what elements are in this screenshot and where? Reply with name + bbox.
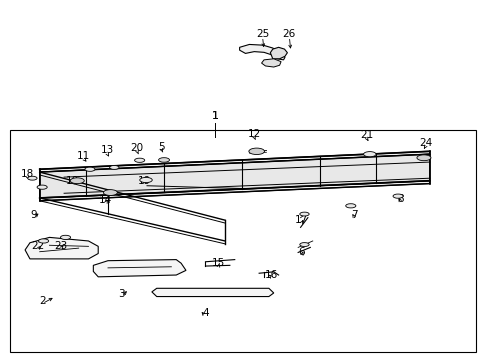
Bar [10, 130, 475, 352]
Text: 19: 19 [138, 176, 151, 186]
Polygon shape [239, 44, 285, 60]
Text: 11: 11 [77, 150, 90, 161]
Ellipse shape [299, 212, 308, 216]
Ellipse shape [103, 190, 117, 195]
Ellipse shape [158, 158, 169, 162]
Text: 7: 7 [351, 210, 357, 220]
Polygon shape [93, 260, 185, 277]
Text: 17: 17 [294, 215, 307, 225]
Polygon shape [270, 47, 287, 59]
Ellipse shape [39, 239, 49, 243]
Ellipse shape [134, 158, 144, 162]
Ellipse shape [37, 185, 47, 189]
Text: 5: 5 [158, 141, 164, 152]
Text: 18: 18 [21, 168, 34, 179]
Text: 12: 12 [247, 129, 260, 139]
Text: 20: 20 [130, 143, 143, 153]
Ellipse shape [85, 167, 95, 171]
Text: 13: 13 [100, 145, 113, 155]
Text: 22: 22 [32, 241, 45, 251]
Ellipse shape [61, 235, 70, 239]
Text: 6: 6 [298, 247, 304, 257]
Ellipse shape [70, 178, 84, 184]
Text: 14: 14 [99, 195, 112, 206]
Ellipse shape [345, 204, 355, 208]
Polygon shape [261, 59, 281, 67]
Text: 1: 1 [211, 111, 218, 121]
Text: 2: 2 [39, 296, 45, 306]
Text: 21: 21 [359, 130, 372, 140]
Polygon shape [25, 237, 98, 259]
Ellipse shape [248, 148, 264, 154]
Ellipse shape [109, 166, 119, 170]
Text: 15: 15 [212, 258, 225, 268]
Ellipse shape [299, 243, 308, 247]
Polygon shape [40, 154, 429, 198]
Ellipse shape [28, 176, 37, 180]
Ellipse shape [392, 194, 402, 198]
Polygon shape [152, 288, 273, 297]
Text: 24: 24 [418, 138, 431, 148]
Text: 4: 4 [202, 309, 208, 318]
Text: 10: 10 [66, 176, 79, 186]
Polygon shape [40, 181, 429, 201]
Polygon shape [40, 151, 429, 172]
Ellipse shape [363, 152, 375, 157]
Text: 9: 9 [30, 210, 37, 220]
Text: 1: 1 [211, 111, 218, 121]
Ellipse shape [416, 155, 430, 161]
Text: 25: 25 [255, 29, 268, 39]
Text: 8: 8 [396, 194, 403, 204]
Text: 23: 23 [54, 241, 67, 251]
Text: 26: 26 [282, 29, 295, 39]
Text: 16: 16 [264, 270, 278, 280]
Text: 3: 3 [118, 289, 124, 299]
Ellipse shape [140, 177, 152, 183]
